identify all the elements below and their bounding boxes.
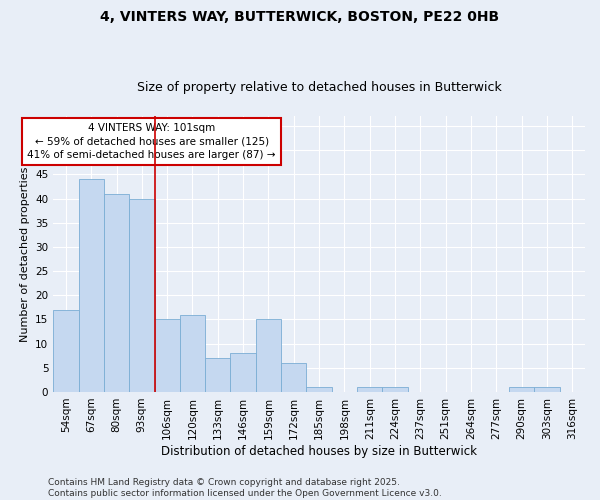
Bar (104, 194, 129, 392)
Bar (509, 387, 535, 392)
Bar (382, 387, 408, 392)
Bar (281, 363, 307, 392)
Text: Contains HM Land Registry data © Crown copyright and database right 2025.
Contai: Contains HM Land Registry data © Crown c… (48, 478, 442, 498)
Bar (129, 198, 155, 392)
Title: Size of property relative to detached houses in Butterwick: Size of property relative to detached ho… (137, 82, 502, 94)
Bar (53, 310, 79, 392)
Bar (180, 314, 205, 392)
Bar (357, 387, 382, 392)
Bar (256, 320, 281, 392)
Bar (79, 180, 104, 392)
Text: 4 VINTERS WAY: 101sqm
← 59% of detached houses are smaller (125)
41% of semi-det: 4 VINTERS WAY: 101sqm ← 59% of detached … (28, 124, 276, 160)
Text: 4, VINTERS WAY, BUTTERWICK, BOSTON, PE22 0HB: 4, VINTERS WAY, BUTTERWICK, BOSTON, PE22… (100, 10, 500, 24)
Bar (307, 387, 332, 392)
Bar (535, 387, 560, 392)
Y-axis label: Number of detached properties: Number of detached properties (20, 166, 29, 342)
X-axis label: Distribution of detached houses by size in Butterwick: Distribution of detached houses by size … (161, 444, 477, 458)
Bar (205, 358, 230, 392)
Bar (230, 354, 256, 392)
Bar (155, 320, 180, 392)
